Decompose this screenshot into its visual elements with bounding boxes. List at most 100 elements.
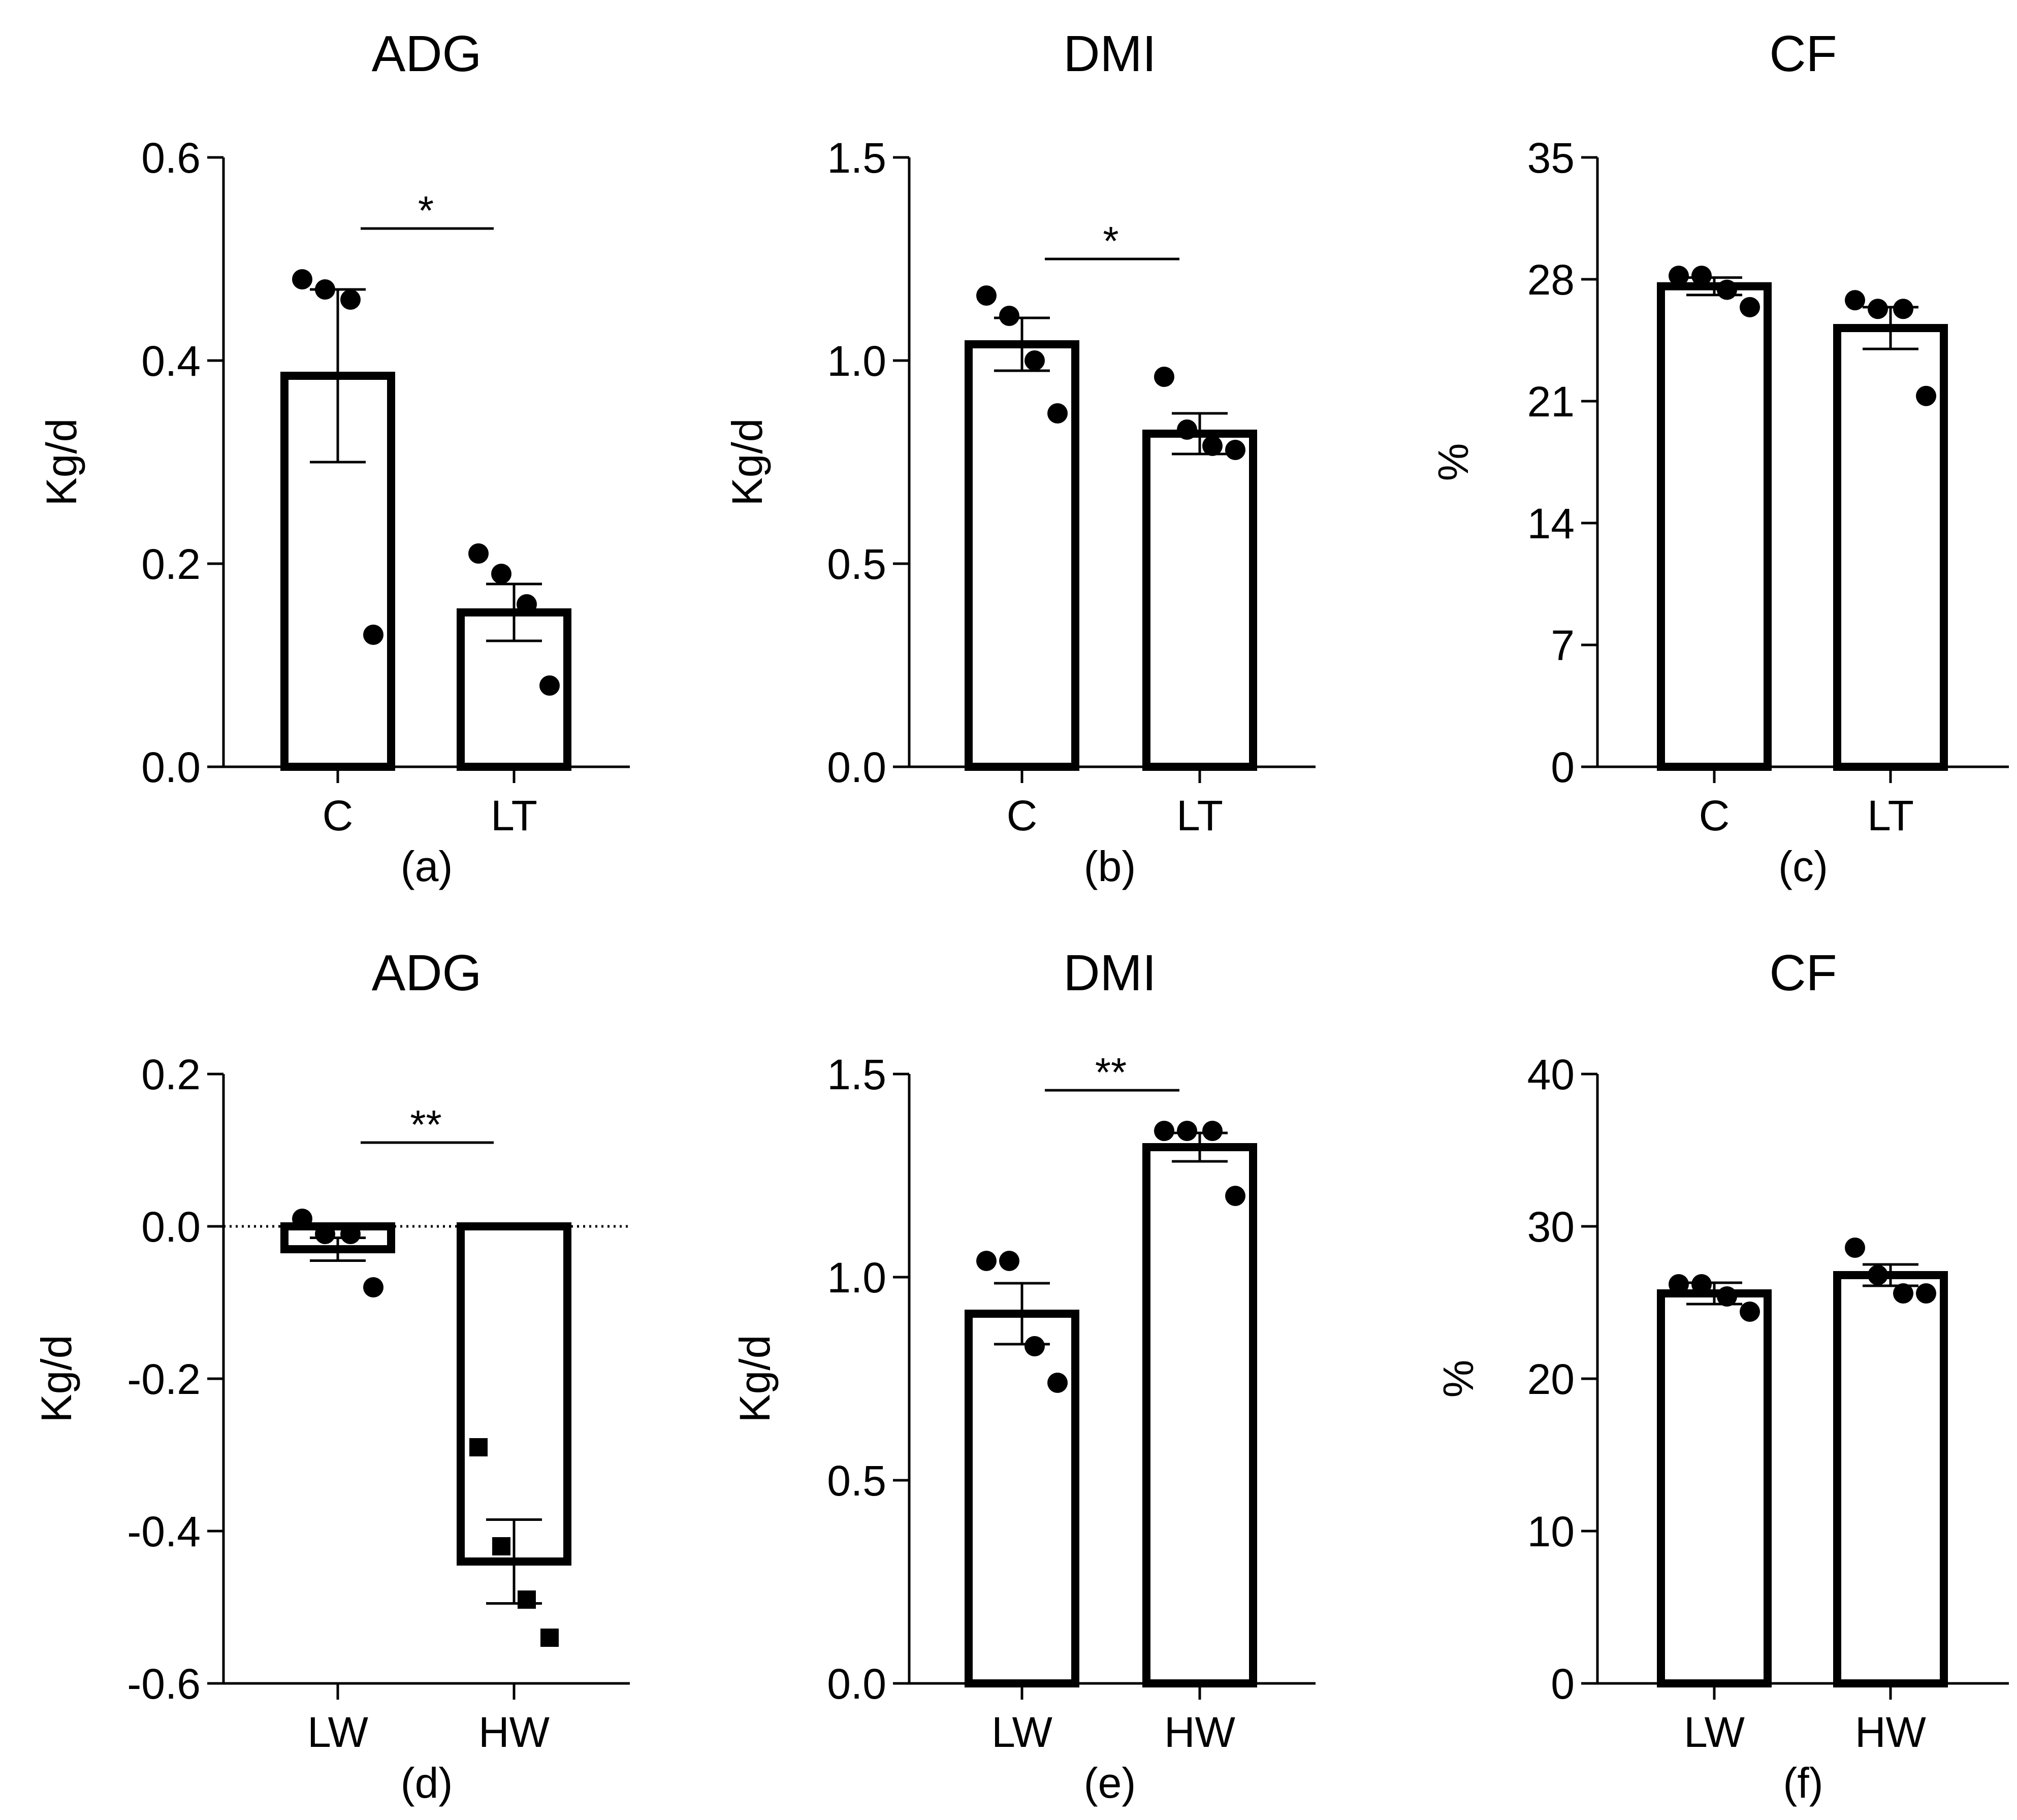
data-point [1177, 419, 1197, 440]
data-point [315, 279, 335, 300]
data-point [540, 1629, 559, 1647]
data-point [1202, 436, 1223, 456]
data-point [1717, 1286, 1737, 1307]
x-tick-label: LT [491, 792, 537, 839]
data-point [1024, 1336, 1045, 1356]
chart-panel-3: CF% 0 7 14 21 28 35 C LT (c) [1429, 25, 2009, 890]
y-tick-label: 28 [1527, 256, 1575, 304]
y-tick-label: 0.0 [827, 743, 886, 791]
chart-title: DMI [1063, 945, 1156, 1001]
y-tick-label: 21 [1527, 378, 1575, 426]
x-tick-label: LT [1867, 792, 1914, 839]
y-axis-label: % [1434, 1360, 1482, 1398]
y-tick-label: 0.0 [141, 1203, 201, 1251]
bar-LW [965, 1310, 1079, 1687]
panel-label: (f) [1783, 1759, 1823, 1807]
data-point [1845, 1238, 1865, 1258]
y-tick-label: 0.0 [141, 743, 201, 791]
y-tick-label: 1.5 [827, 1051, 886, 1098]
y-tick-label: -0.4 [127, 1508, 201, 1555]
data-point [999, 1251, 1019, 1271]
x-tick-label: C [323, 792, 354, 839]
data-point [1202, 1121, 1223, 1141]
data-point [469, 1438, 488, 1456]
y-tick-label: 7 [1551, 622, 1575, 669]
panel-label: (d) [401, 1759, 453, 1807]
data-point [340, 1224, 361, 1244]
chart-title: CF [1769, 25, 1837, 82]
data-point [1669, 266, 1689, 286]
y-tick-label: 0.5 [827, 1457, 886, 1505]
bar-C [1657, 282, 1772, 771]
y-tick-label: 1.5 [827, 134, 886, 182]
chart-panel-2: DMI Kg/d 0.0 0.5 1.0 1.5 C LT (b) * [723, 25, 1316, 890]
bar-HW [457, 1222, 571, 1566]
chart-title: ADG [372, 25, 482, 82]
bar-LW [1657, 1289, 1772, 1687]
x-tick-label: LT [1176, 792, 1223, 839]
data-point [999, 306, 1019, 326]
y-tick-label: 40 [1527, 1051, 1575, 1098]
x-tick-label: LW [991, 1708, 1052, 1756]
data-point [491, 564, 511, 584]
chart-title: DMI [1063, 25, 1156, 82]
data-point [1740, 297, 1760, 317]
data-point [1691, 1274, 1712, 1294]
y-tick-label: 20 [1527, 1355, 1575, 1403]
x-tick-label: HW [1855, 1708, 1926, 1756]
data-point [539, 675, 560, 696]
y-tick-label: 0.2 [141, 540, 201, 588]
data-point [1916, 385, 1936, 406]
y-tick-label: 0.6 [141, 134, 201, 182]
significance-label: ** [1095, 1050, 1127, 1095]
data-point [1740, 1302, 1760, 1322]
data-point [1225, 440, 1245, 460]
data-point [468, 543, 489, 564]
data-point [1893, 1283, 1913, 1304]
chart-title: ADG [372, 945, 482, 1001]
data-point [340, 289, 361, 310]
y-axis-label: Kg/d [731, 1335, 779, 1423]
data-point [1177, 1121, 1197, 1141]
data-point [517, 594, 537, 614]
data-point [1669, 1274, 1689, 1294]
y-axis-label: Kg/d [723, 418, 771, 506]
chart-title: CF [1769, 945, 1837, 1001]
panel-label: (e) [1084, 1759, 1136, 1807]
y-tick-label: 0.2 [141, 1051, 201, 1098]
y-tick-label: 0 [1551, 1660, 1575, 1708]
data-point [1916, 1283, 1936, 1304]
y-tick-label: 30 [1527, 1203, 1575, 1251]
data-point [518, 1590, 536, 1609]
data-point [1047, 403, 1068, 424]
data-point [1024, 350, 1045, 371]
data-point [976, 285, 997, 306]
bar-HW [1142, 1143, 1257, 1687]
data-point [1154, 1121, 1174, 1141]
bar-HW [1833, 1271, 1948, 1687]
x-tick-label: HW [1164, 1708, 1235, 1756]
data-point [1893, 299, 1913, 319]
y-axis-label: Kg/d [38, 418, 85, 506]
data-point [1717, 279, 1737, 300]
data-point [363, 625, 383, 645]
data-point [315, 1224, 335, 1244]
data-point [1868, 299, 1888, 319]
data-point [976, 1251, 997, 1271]
data-point [1845, 290, 1865, 311]
data-point [1868, 1265, 1888, 1285]
chart-panel-6: CF% 0 10 20 30 40 LW HW (f) [1434, 945, 2009, 1807]
x-tick-label: LW [1684, 1708, 1745, 1756]
data-point [492, 1537, 510, 1555]
data-point [1047, 1373, 1068, 1393]
y-tick-label: 35 [1527, 134, 1575, 182]
significance-label: * [1103, 218, 1118, 264]
y-axis-label: Kg/d [33, 1335, 80, 1423]
y-tick-label: 14 [1527, 500, 1575, 547]
bar-LT [1142, 430, 1257, 771]
chart-panel-4: ADG Kg/d -0.6 -0.4 -0.2 0.0 0.2 LW HW (d) ** [33, 945, 630, 1807]
x-tick-label: C [1007, 792, 1038, 839]
x-tick-label: LW [307, 1708, 368, 1756]
data-point [363, 1277, 383, 1297]
